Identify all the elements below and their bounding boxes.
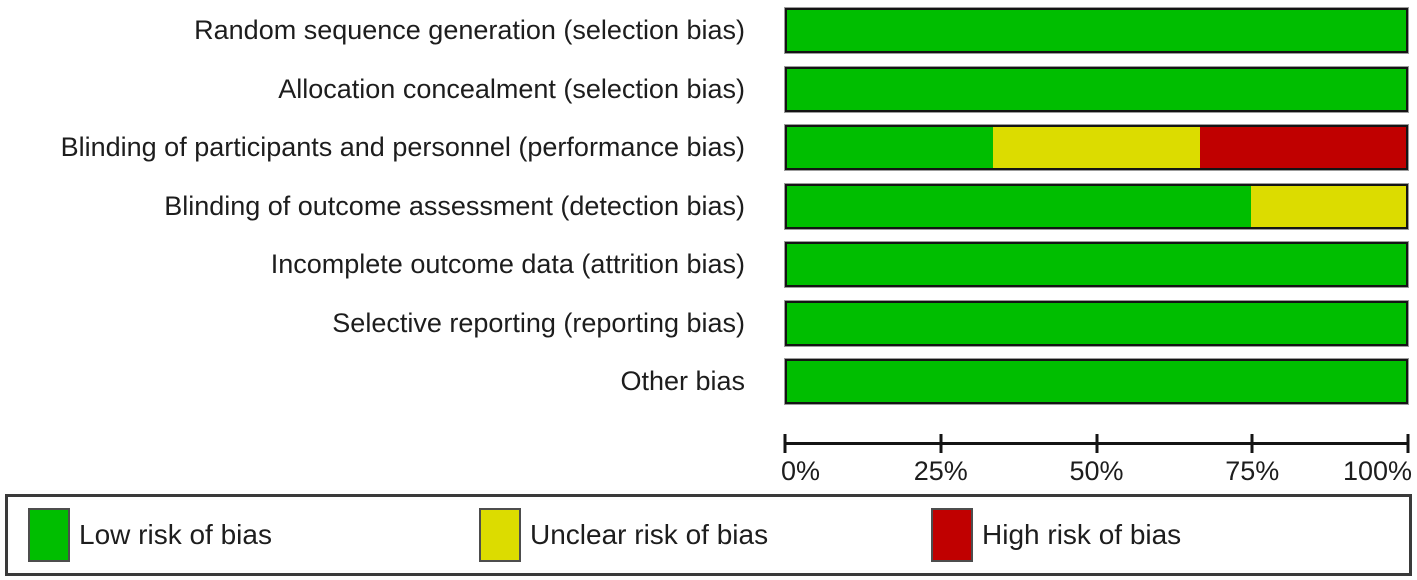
axis-tick-label: 0% bbox=[781, 456, 821, 486]
bias-row-label: Allocation concealment (selection bias) bbox=[0, 67, 745, 112]
bias-row-label: Other bias bbox=[0, 359, 745, 404]
legend-item-high-risk: High risk of bias bbox=[931, 497, 1181, 573]
bar-segment-low bbox=[787, 302, 1406, 344]
legend-label: High risk of bias bbox=[982, 519, 1182, 550]
axis-tick-label: 75% bbox=[1225, 456, 1280, 486]
axis-tick-label: 50% bbox=[1069, 456, 1124, 486]
bias-rows: Random sequence generation (selection bi… bbox=[0, 7, 1417, 418]
bias-row-label-text: Blinding of outcome assessment (detectio… bbox=[164, 190, 745, 221]
bias-row: Blinding of participants and personnel (… bbox=[0, 124, 1417, 184]
legend-label: Low risk of bias bbox=[79, 519, 272, 550]
bar-segment-unclear bbox=[1251, 185, 1406, 227]
bias-row-label-text: Other bias bbox=[620, 366, 745, 396]
bias-row-label: Random sequence generation (selection bi… bbox=[0, 8, 745, 53]
low-risk-swatch-icon bbox=[28, 508, 70, 562]
bias-row-label-text: Random sequence generation (selection bi… bbox=[194, 15, 745, 45]
bias-row: Blinding of outcome assessment (detectio… bbox=[0, 182, 1417, 243]
legend-item-unclear-risk: Unclear risk of bias bbox=[479, 497, 768, 573]
bias-row: Incomplete outcome data (attrition bias) bbox=[0, 241, 1417, 301]
bar-segment-low bbox=[787, 244, 1406, 285]
bar-segment-low bbox=[787, 10, 1406, 51]
bias-row: Allocation concealment (selection bias) bbox=[0, 65, 1417, 126]
x-axis: 0% 25% 50% 75% 100% bbox=[781, 432, 1412, 488]
unclear-risk-swatch-icon bbox=[479, 508, 521, 562]
bias-row-label-text: Blinding of participants and personnel (… bbox=[60, 132, 745, 162]
bias-row-label-text: Allocation concealment (selection bias) bbox=[278, 73, 745, 104]
axis-tick bbox=[1095, 434, 1098, 453]
axis-tick bbox=[783, 434, 787, 453]
bar-segment-low bbox=[787, 361, 1406, 402]
bias-bar bbox=[784, 358, 1409, 405]
bias-bar bbox=[784, 7, 1409, 54]
axis-tick bbox=[939, 434, 943, 453]
bias-bar bbox=[784, 182, 1409, 230]
bias-row-label-text: Incomplete outcome data (attrition bias) bbox=[270, 249, 745, 279]
bias-row: Random sequence generation (selection bi… bbox=[0, 7, 1417, 67]
axis-tick bbox=[1406, 434, 1410, 453]
legend: Low risk of bias Unclear risk of bias High… bbox=[5, 494, 1412, 576]
bias-row: Other bias bbox=[0, 358, 1417, 418]
bias-bar bbox=[784, 65, 1409, 113]
bias-bar bbox=[784, 299, 1409, 347]
bar-segment-low bbox=[787, 185, 1252, 227]
bar-segment-low bbox=[787, 68, 1406, 110]
bias-row-label: Blinding of outcome assessment (detectio… bbox=[0, 184, 745, 229]
bias-row-label: Blinding of participants and personnel (… bbox=[0, 125, 745, 170]
bias-row: Selective reporting (reporting bias) bbox=[0, 299, 1417, 360]
bias-row-label: Incomplete outcome data (attrition bias) bbox=[0, 242, 745, 287]
bar-segment-unclear bbox=[993, 127, 1200, 168]
bar-segment-low bbox=[787, 127, 994, 168]
bias-bar bbox=[784, 124, 1409, 171]
axis-tick-label: 100% bbox=[1342, 456, 1412, 486]
high-risk-swatch-icon bbox=[931, 508, 973, 562]
bias-bar bbox=[784, 241, 1409, 288]
bias-row-label-text: Selective reporting (reporting bias) bbox=[332, 307, 745, 338]
bar-segment-high bbox=[1199, 127, 1406, 168]
legend-item-low-risk: Low risk of bias bbox=[28, 497, 272, 573]
axis-tick bbox=[1250, 434, 1254, 453]
bias-row-label: Selective reporting (reporting bias) bbox=[0, 301, 745, 346]
legend-label: Unclear risk of bias bbox=[530, 519, 769, 550]
axis-tick-label: 25% bbox=[913, 456, 968, 486]
